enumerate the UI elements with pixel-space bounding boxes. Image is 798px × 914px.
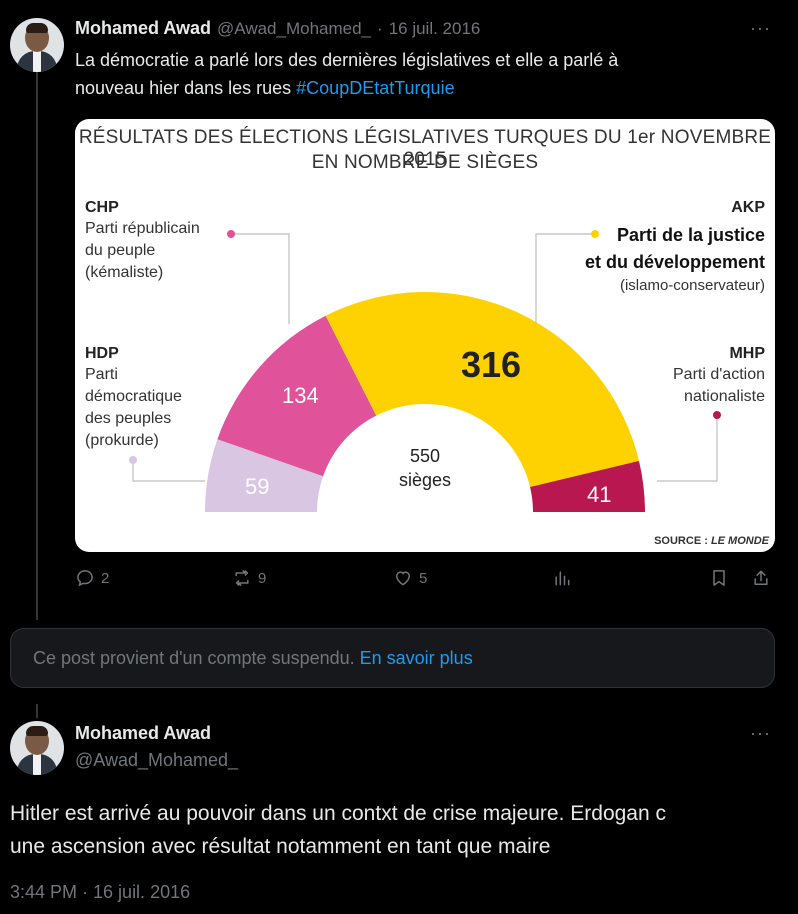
bookmark-button[interactable]	[709, 568, 735, 588]
thread-line	[36, 70, 38, 620]
repost-icon	[235, 570, 249, 586]
heart-icon	[395, 571, 411, 586]
repost-button[interactable]: 9	[232, 568, 266, 588]
legend-name-mhp: Parti d'action nationaliste	[673, 366, 765, 405]
share-button[interactable]	[751, 568, 777, 588]
leader-line-hdp	[132, 460, 205, 482]
suspended-notice: Ce post provient d'un compte suspendu. E…	[10, 628, 775, 688]
tweet-text-line: nouveau hier dans les rues	[75, 78, 297, 98]
total-seats-value: 550	[409, 446, 441, 466]
seat-value-mhp: 41	[587, 482, 612, 507]
chart-subtitle: EN NOMBRE DE SIÈGES	[311, 152, 539, 173]
hashtag-link[interactable]: #CoupDEtatTurquie	[296, 78, 455, 98]
seat-value-akp: 316	[461, 344, 522, 385]
author-name[interactable]: Mohamed Awad	[75, 18, 212, 38]
reply-icon	[77, 570, 93, 587]
legend-name-akp: Parti de la justice et du développement	[584, 225, 765, 272]
reply-author-handle[interactable]: @Awad_Mohamed_	[75, 750, 239, 770]
original-tweet[interactable]: Mohamed Awad @Awad_Mohamed_ · 16 juil. 2…	[0, 0, 798, 620]
legend-dot-hdp	[129, 456, 137, 464]
seat-value-chp: 134	[282, 383, 319, 408]
legend-desc-akp: (islamo-conservateur)	[619, 277, 765, 294]
legend-dot-akp	[591, 230, 599, 238]
legend-code-akp: AKP	[731, 199, 765, 216]
legend-name-chp: Parti républicain du peuple (kémaliste)	[85, 220, 200, 281]
seat-value-hdp: 59	[245, 474, 270, 499]
views-button[interactable]	[552, 568, 578, 588]
reply-button[interactable]: 2	[75, 568, 109, 588]
reply-author-name[interactable]: Mohamed Awad	[75, 723, 212, 743]
learn-more-link[interactable]: En savoir plus	[359, 647, 473, 668]
reply-count: 2	[101, 569, 110, 587]
legend-code-chp: CHP	[85, 199, 119, 216]
like-button[interactable]: 5	[393, 568, 427, 588]
more-icon[interactable]: ···	[750, 723, 771, 743]
chart-image[interactable]: RÉSULTATS DES ÉLECTIONS LÉGISLATIVES TUR…	[75, 119, 775, 552]
chart-title: RÉSULTATS DES ÉLECTIONS LÉGISLATIVES TUR…	[75, 127, 775, 171]
tweet-date[interactable]: 16 juil. 2016	[388, 19, 481, 38]
tweet-text-line: La démocratie a parlé lors des dernières…	[75, 50, 619, 70]
legend-code-hdp: HDP	[85, 345, 119, 362]
seat-chart	[129, 230, 721, 512]
seat-segment-mhp	[530, 460, 645, 512]
total-seats: 550 sièges	[365, 444, 485, 492]
leader-line-chp	[231, 233, 290, 324]
total-seats-unit: sièges	[398, 470, 452, 490]
seat-segment-chp	[217, 315, 377, 477]
thread-line	[36, 704, 38, 718]
seat-segment-hdp	[205, 439, 324, 512]
share-icon	[754, 570, 768, 585]
action-bar: 2 9 5	[75, 568, 775, 598]
seat-segment-akp	[325, 292, 639, 487]
avatar[interactable]	[10, 18, 64, 72]
chart-title-line1: RÉSULTATS DES ÉLECTIONS LÉGISLATIVES TUR…	[78, 127, 772, 170]
separator: ·	[377, 19, 383, 38]
tweet-header: Mohamed Awad @Awad_Mohamed_ · 16 juil. 2…	[75, 18, 480, 39]
legend-dot-mhp	[713, 411, 721, 419]
avatar[interactable]	[10, 721, 64, 775]
analytics-icon	[555, 571, 570, 586]
bookmark-icon	[713, 570, 725, 586]
reply-text-line: une ascension avec résultat notamment en…	[10, 835, 551, 858]
reply-timestamp[interactable]: 3:44 PM · 16 juil. 2016	[10, 882, 191, 902]
legend-code-mhp: MHP	[729, 345, 765, 362]
leader-line-akp	[535, 233, 595, 324]
like-count: 5	[419, 569, 428, 587]
more-icon[interactable]: ···	[750, 18, 771, 38]
tweet-text: La démocratie a parlé lors des dernières…	[75, 46, 775, 102]
chart-source: SOURCE : LE MONDE	[654, 535, 769, 547]
suspended-text: Ce post provient d'un compte suspendu.	[33, 647, 355, 668]
repost-count: 9	[258, 569, 267, 587]
author-handle[interactable]: @Awad_Mohamed_	[217, 19, 372, 38]
reply-text: Hitler est arrivé au pouvoir dans un con…	[10, 797, 780, 863]
legend-name-hdp: Parti démocratique des peuples (prokurde…	[85, 366, 182, 449]
leader-line-mhp	[657, 415, 718, 482]
reply-text-line: Hitler est arrivé au pouvoir dans un con…	[10, 802, 666, 825]
legend-dot-chp	[227, 230, 235, 238]
